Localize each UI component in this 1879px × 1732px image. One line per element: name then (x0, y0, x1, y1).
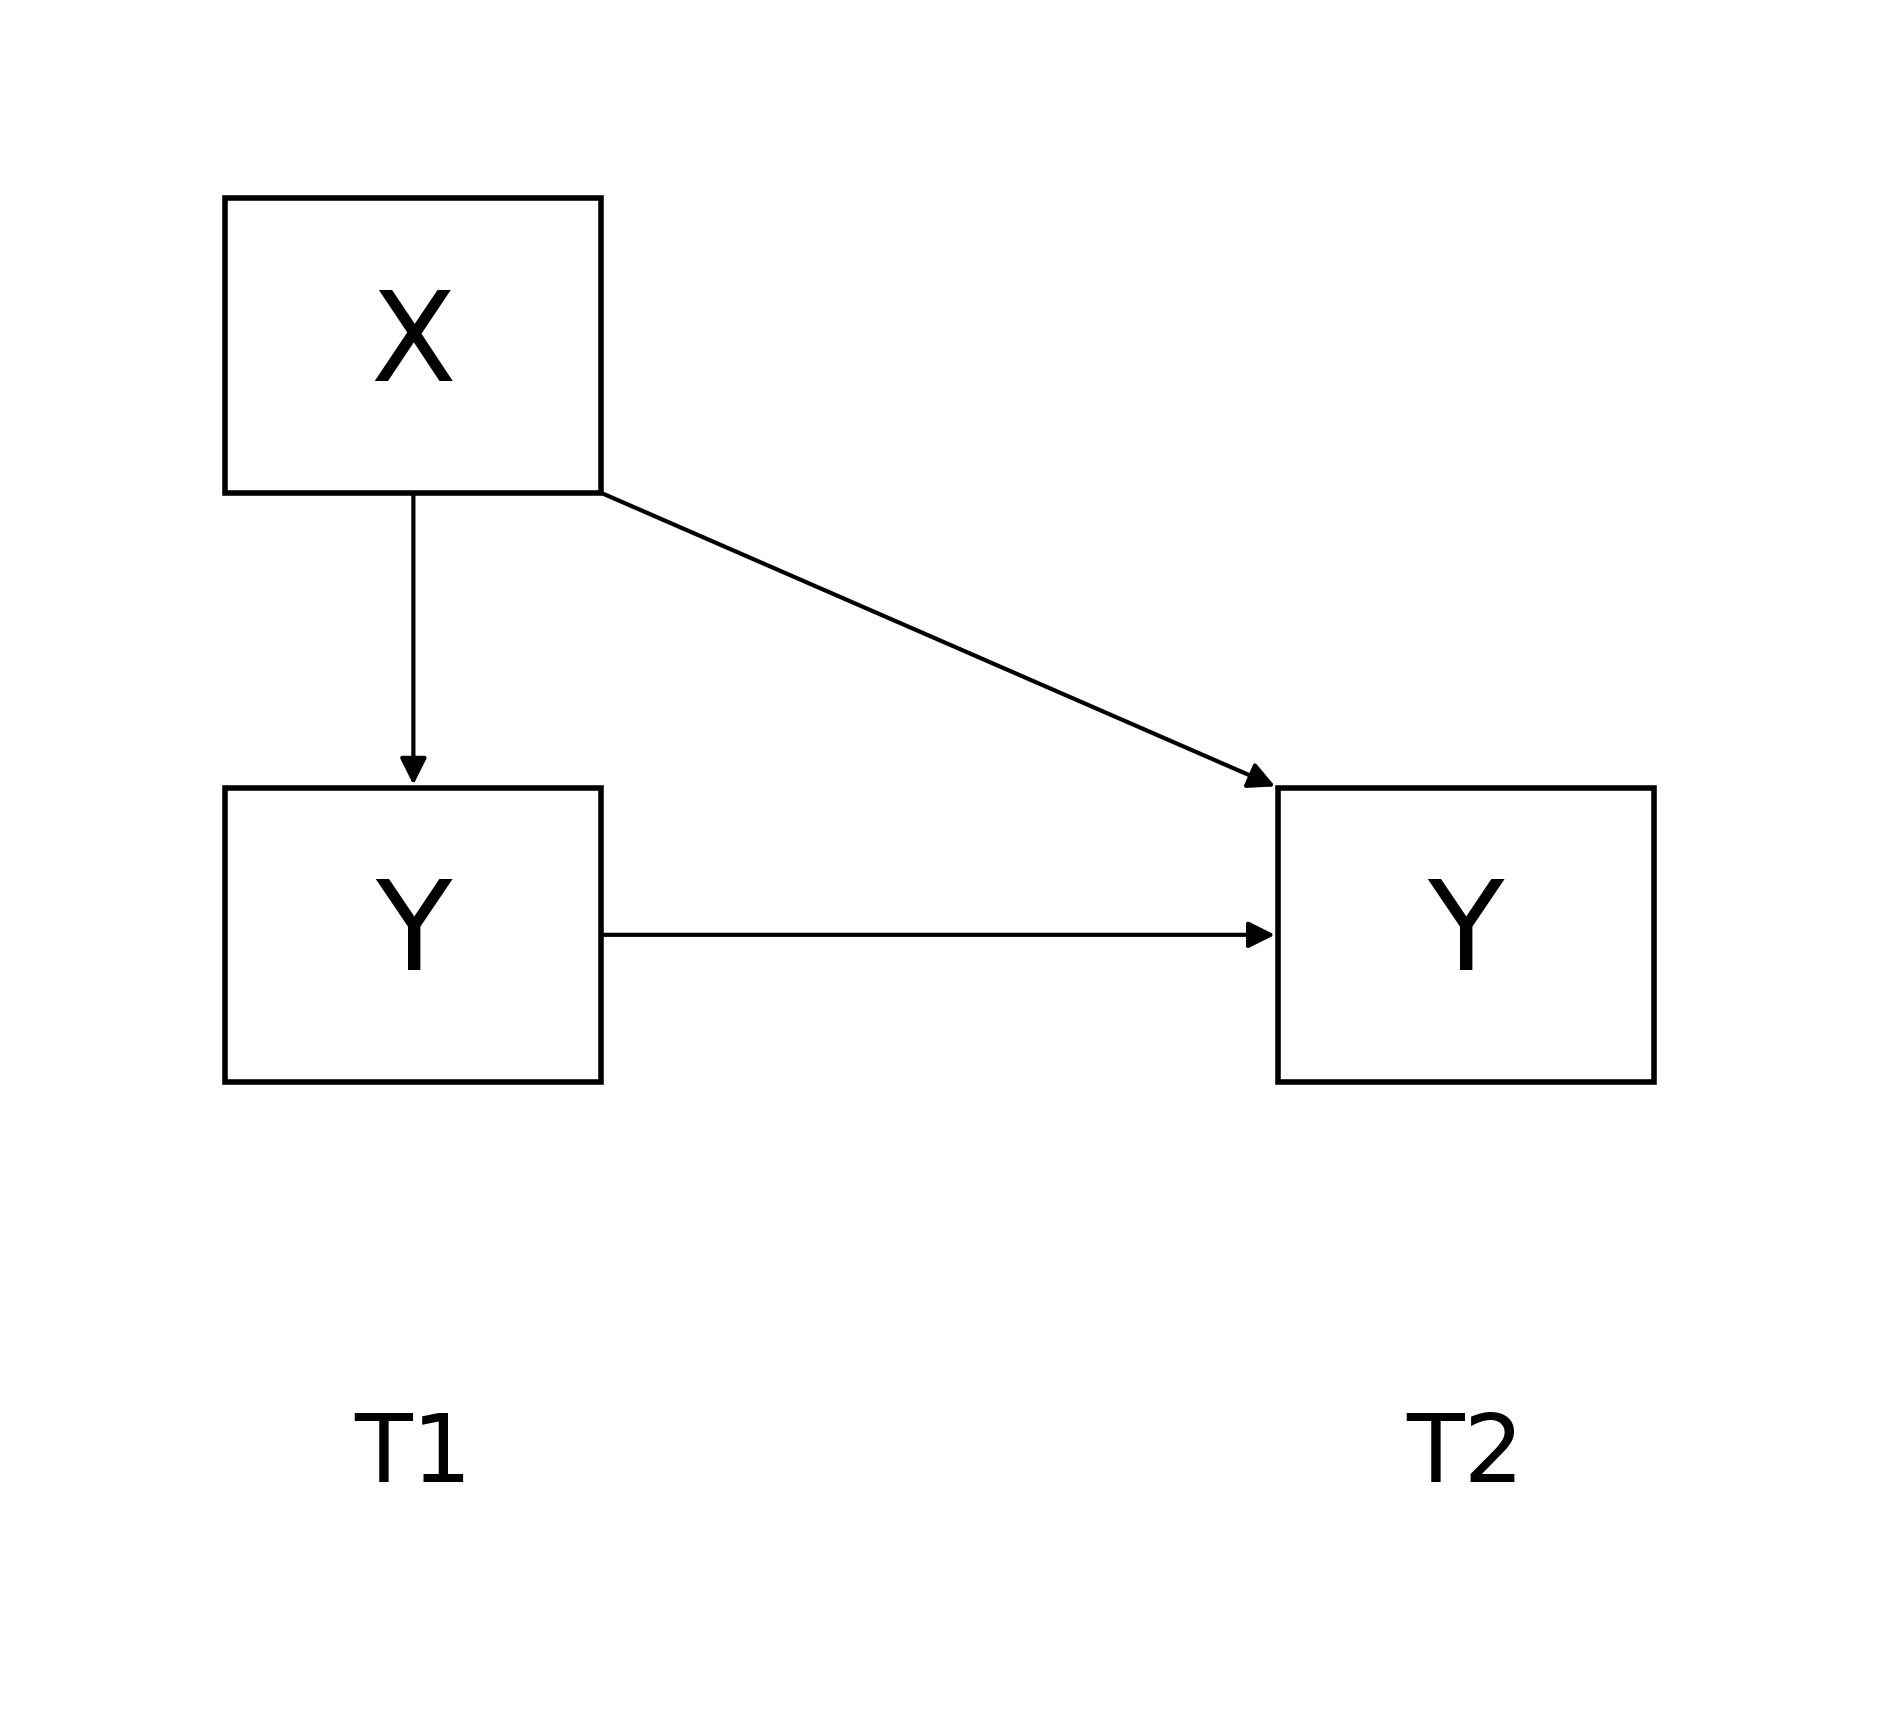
FancyBboxPatch shape (1278, 788, 1654, 1082)
FancyBboxPatch shape (225, 788, 601, 1082)
Text: Y: Y (1428, 875, 1503, 996)
FancyArrowPatch shape (603, 925, 1270, 946)
Text: T2: T2 (1407, 1408, 1524, 1502)
FancyBboxPatch shape (225, 199, 601, 494)
FancyArrowPatch shape (603, 495, 1270, 786)
Text: X: X (370, 286, 457, 407)
FancyArrowPatch shape (402, 497, 425, 781)
Text: T1: T1 (355, 1408, 472, 1502)
Text: Y: Y (376, 875, 451, 996)
